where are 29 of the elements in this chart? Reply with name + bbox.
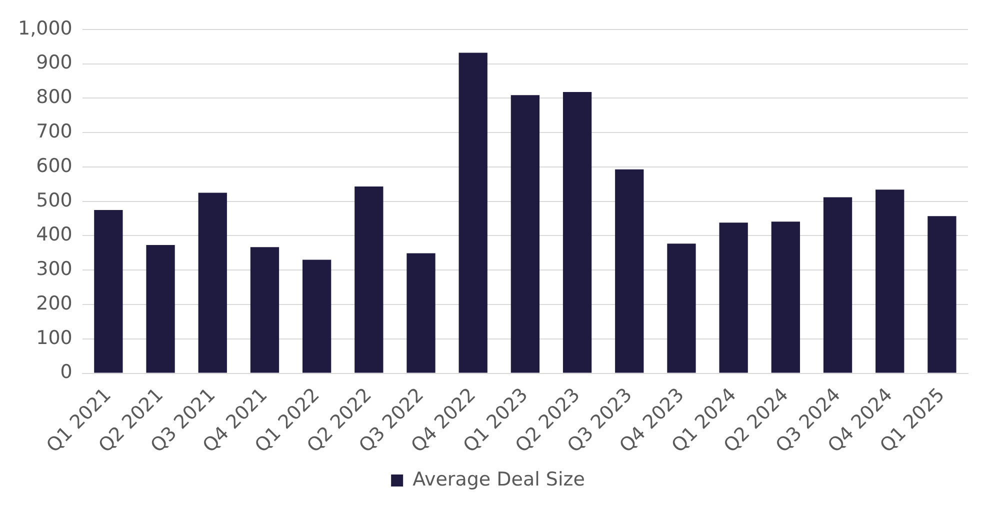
bar: [771, 222, 800, 373]
bar: [94, 210, 123, 373]
bar: [667, 244, 696, 373]
y-tick-label: 300: [36, 258, 72, 280]
bar: [562, 92, 592, 373]
bar: [719, 222, 748, 373]
bar: [928, 216, 956, 373]
bar: [146, 245, 175, 373]
bar: [354, 186, 384, 373]
y-tick-label: 400: [36, 224, 72, 246]
y-tick-label: 800: [36, 86, 72, 108]
bar: [302, 260, 332, 373]
y-tick-label: 200: [36, 292, 72, 314]
y-tick-label: 600: [36, 154, 72, 177]
bar: [406, 253, 436, 373]
y-tick-label: 100: [36, 326, 72, 349]
y-tick-label: 500: [36, 189, 72, 212]
bar: [823, 197, 852, 373]
legend-label: Average Deal Size: [412, 468, 585, 490]
y-tick-label: 0: [60, 361, 72, 384]
bar: [615, 169, 644, 373]
bar: [250, 247, 280, 373]
y-tick-label: 700: [36, 120, 72, 143]
bar: [510, 95, 540, 373]
bar: [876, 190, 904, 373]
bar: [198, 192, 227, 373]
bar: [458, 52, 488, 373]
y-tick-label: 1,000: [18, 17, 72, 40]
y-tick-label: 900: [36, 52, 72, 74]
